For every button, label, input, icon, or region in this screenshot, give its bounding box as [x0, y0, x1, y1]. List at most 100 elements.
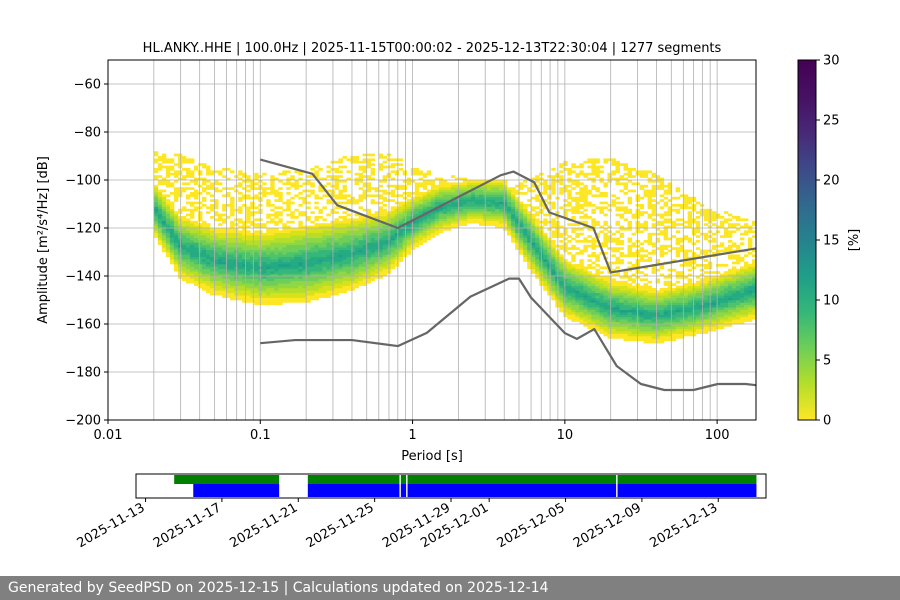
- psd-bin: [214, 187, 219, 190]
- psd-bin: [523, 204, 528, 207]
- psd-bin: [470, 216, 476, 219]
- psd-bin: [338, 175, 343, 178]
- psd-bin: [390, 242, 396, 246]
- psd-bin: [314, 276, 319, 279]
- psd-bin: [314, 254, 319, 258]
- psd-bin: [639, 295, 644, 298]
- psd-bin: [246, 256, 251, 260]
- psd-bin: [342, 232, 347, 236]
- psd-bin: [322, 271, 327, 274]
- psd-bin: [531, 256, 536, 260]
- psd-bin: [342, 187, 347, 190]
- psd-bin: [567, 295, 572, 298]
- psd-bin: [691, 252, 697, 255]
- psd-bin: [242, 292, 247, 296]
- psd-bin: [675, 300, 681, 303]
- psd-bin: [418, 201, 424, 205]
- psd-bin: [647, 326, 653, 330]
- psd-bin: [687, 309, 693, 313]
- psd-bin: [543, 244, 548, 248]
- psd-bin: [559, 189, 564, 193]
- psd-bin: [214, 189, 219, 193]
- psd-bin: [282, 235, 287, 238]
- psd-bin: [603, 278, 608, 282]
- psd-bin: [366, 232, 372, 236]
- psd-bin: [575, 295, 580, 298]
- psd-bin: [222, 283, 227, 286]
- psd-bin: [603, 319, 608, 322]
- psd-bin: [442, 208, 448, 212]
- psd-bin: [266, 237, 271, 241]
- psd-bin: [210, 259, 215, 262]
- psd-bin: [242, 172, 247, 176]
- psd-bin: [350, 242, 355, 246]
- psd-bin: [165, 249, 171, 253]
- psd-bin: [687, 261, 693, 265]
- psd-bin: [262, 302, 267, 306]
- psd-bin: [543, 187, 548, 190]
- psd-bin: [173, 180, 179, 183]
- psd-bin: [185, 266, 191, 270]
- psd-bin: [350, 237, 355, 241]
- psd-bin: [679, 333, 685, 337]
- psd-bin: [615, 208, 620, 212]
- psd-bin: [202, 247, 207, 250]
- psd-bin: [262, 235, 267, 238]
- psd-bin: [659, 333, 665, 337]
- psd-bin: [627, 240, 632, 243]
- psd-bin: [595, 321, 600, 325]
- psd-bin: [165, 237, 171, 241]
- psd-bin: [531, 271, 536, 274]
- psd-bin: [414, 189, 420, 193]
- psd-bin: [503, 211, 508, 214]
- psd-bin: [571, 312, 576, 315]
- psd-bin: [262, 249, 267, 253]
- psd-bin: [266, 300, 271, 303]
- psd-bin: [370, 187, 376, 190]
- psd-bin: [306, 278, 311, 282]
- psd-bin: [499, 196, 504, 200]
- psd-bin: [286, 256, 291, 260]
- psd-bin: [326, 273, 331, 277]
- psd-bin: [599, 309, 604, 313]
- psd-bin: [238, 206, 243, 210]
- psd-bin: [402, 252, 408, 255]
- psd-bin: [687, 297, 693, 301]
- psd-bin: [515, 244, 520, 248]
- psd-bin: [651, 218, 657, 222]
- psd-bin: [691, 312, 697, 315]
- psd-bin: [587, 292, 592, 296]
- psd-bin: [422, 223, 428, 226]
- psd-bin: [362, 168, 367, 171]
- psd-bin: [298, 223, 303, 226]
- psd-bin: [206, 228, 211, 231]
- psd-bin: [647, 240, 653, 243]
- psd-bin: [462, 180, 468, 183]
- psd-bin: [406, 216, 412, 219]
- psd-bin: [587, 297, 592, 301]
- psd-bin: [651, 180, 657, 183]
- psd-bin: [157, 240, 163, 243]
- psd-bin: [575, 240, 580, 243]
- psd-bin: [515, 199, 520, 202]
- psd-bin: [314, 230, 319, 234]
- psd-bin: [282, 230, 287, 234]
- psd-bin: [322, 280, 327, 284]
- psd-bin: [398, 237, 404, 241]
- psd-bin: [306, 240, 311, 243]
- psd-bin: [173, 228, 179, 231]
- psd-bin: [422, 172, 428, 176]
- psd-bin: [350, 223, 355, 226]
- psd-bin: [579, 240, 584, 243]
- psd-bin: [286, 182, 291, 186]
- psd-bin: [591, 242, 596, 246]
- psd-bin: [346, 271, 351, 274]
- psd-bin: [274, 302, 279, 306]
- psd-bin: [430, 206, 436, 210]
- psd-bin: [675, 328, 681, 332]
- psd-bin: [659, 254, 665, 258]
- psd-bin: [607, 261, 612, 265]
- psd-bin: [169, 192, 175, 195]
- psd-bin: [334, 170, 339, 174]
- psd-bin: [286, 232, 291, 236]
